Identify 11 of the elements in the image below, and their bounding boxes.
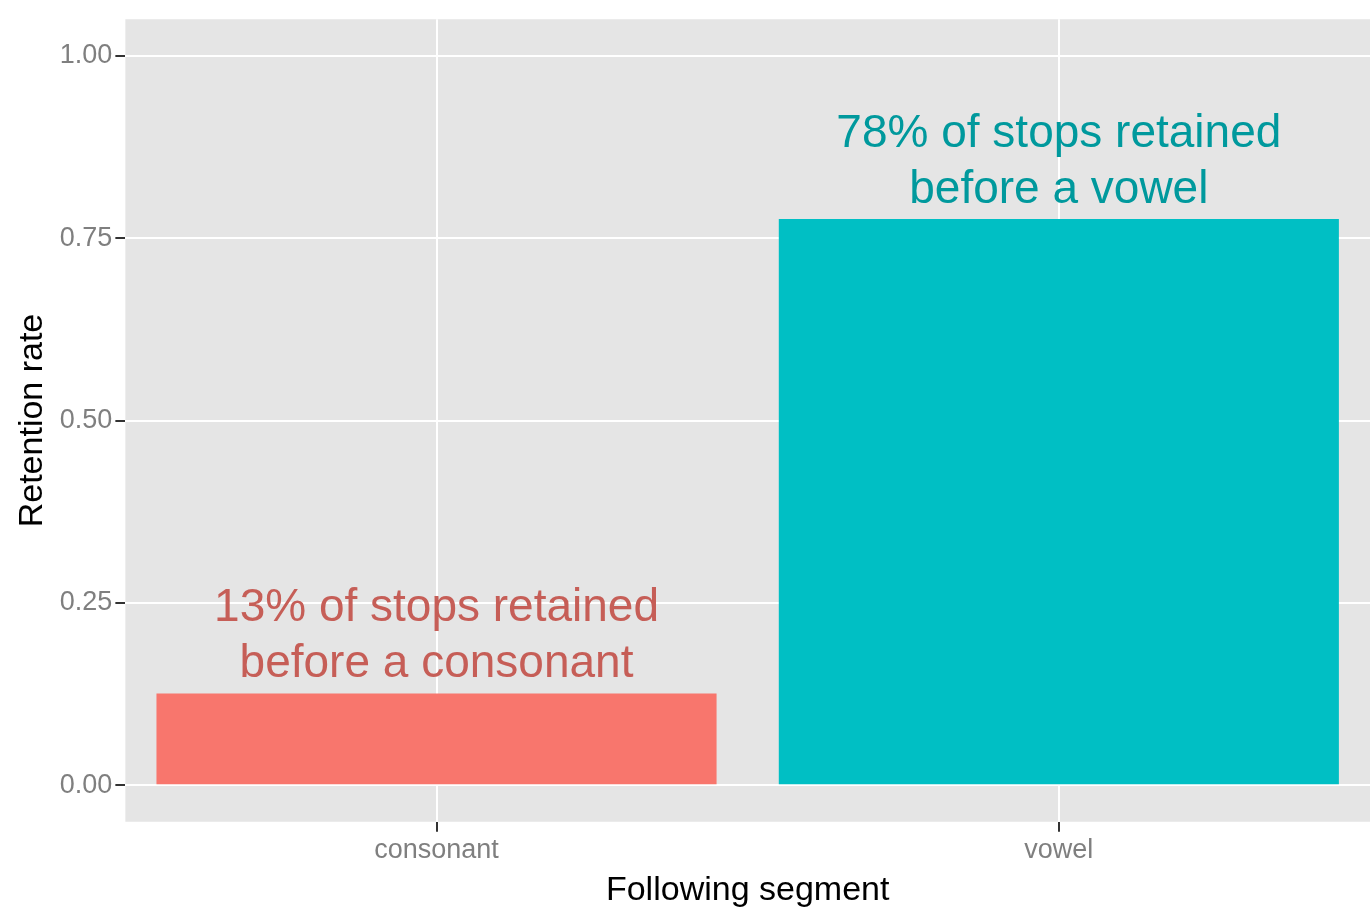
annotation: 78% of stops retained before a vowel bbox=[836, 105, 1282, 214]
x-tick-label: consonant bbox=[374, 834, 500, 865]
y-tick-label: 0.75 bbox=[59, 221, 113, 252]
y-tick-label: 0.00 bbox=[59, 768, 113, 799]
y-tick-label: 0.50 bbox=[59, 403, 113, 434]
annotation: 13% of stops retained before a consonant bbox=[214, 579, 659, 688]
y-axis-title: Retention rate bbox=[10, 313, 49, 528]
y-tick-label: 1.00 bbox=[59, 39, 113, 70]
y-tick-label: 0.25 bbox=[59, 586, 113, 617]
x-axis-title: Following segment bbox=[605, 868, 890, 907]
x-tick-label: vowel bbox=[1024, 834, 1094, 865]
